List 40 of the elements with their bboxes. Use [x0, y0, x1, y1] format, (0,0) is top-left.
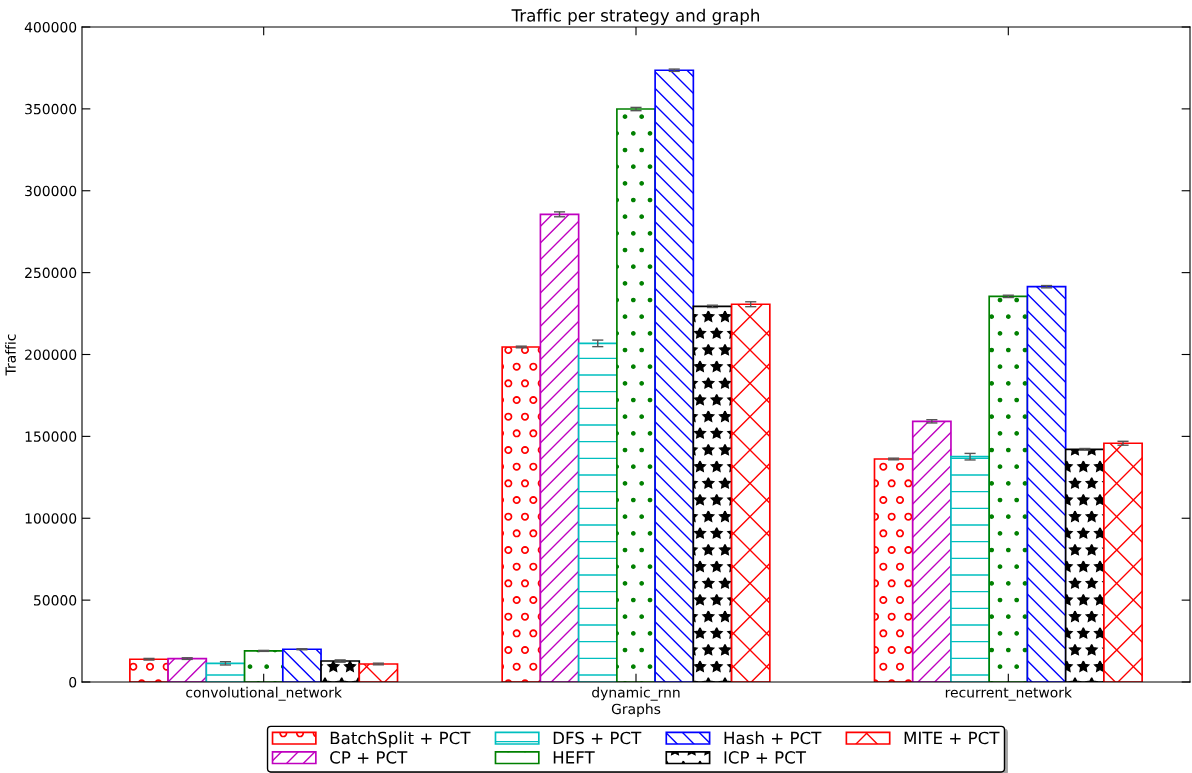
bar [539, 213, 580, 682]
legend-label: CP + PCT [330, 751, 408, 764]
bar [577, 342, 618, 682]
bar [730, 303, 771, 682]
bar [501, 346, 542, 682]
legend-label: BatchSplit + PCT [330, 731, 471, 748]
y-tick-label: 0 [69, 676, 77, 688]
y-tick-label: 250000 [25, 267, 77, 279]
y-tick-label: 150000 [25, 431, 77, 442]
y-tick-label: 300000 [25, 185, 77, 197]
chart-title: Traffic per strategy and graph [511, 8, 760, 25]
bar [654, 69, 695, 682]
y-tick-label: 350000 [25, 103, 77, 115]
bar [873, 458, 914, 682]
y-tick-label: 50000 [34, 595, 77, 606]
bar [911, 420, 952, 682]
y-tick-label: 100000 [25, 513, 77, 524]
bar [1026, 285, 1067, 682]
bar [1103, 442, 1143, 682]
legend-label: Hash + PCT [724, 731, 822, 745]
bar [358, 663, 399, 682]
y-axis-title: Traffic [5, 334, 16, 376]
bar [205, 662, 246, 682]
x-tick-label: convolutional_network [186, 686, 342, 701]
y-tick-label: 200000 [25, 349, 77, 360]
bar [950, 455, 991, 682]
legend-label: ICP + PCT [724, 751, 807, 764]
bar [616, 108, 656, 682]
x-axis-title: Graphs [611, 703, 661, 717]
legend-label: DFS + PCT [553, 731, 642, 745]
x-tick-label: dynamic_rnn [592, 686, 680, 701]
bar [167, 657, 208, 682]
legend-label: HEFT [553, 751, 595, 764]
x-tick-label: recurrent_network [945, 686, 1072, 701]
bar [243, 650, 284, 682]
legend-label: MITE + PCT [904, 731, 1000, 745]
bar [988, 295, 1029, 682]
bar [129, 658, 169, 682]
bar [281, 648, 322, 682]
y-tick-label: 400000 [24, 21, 77, 33]
